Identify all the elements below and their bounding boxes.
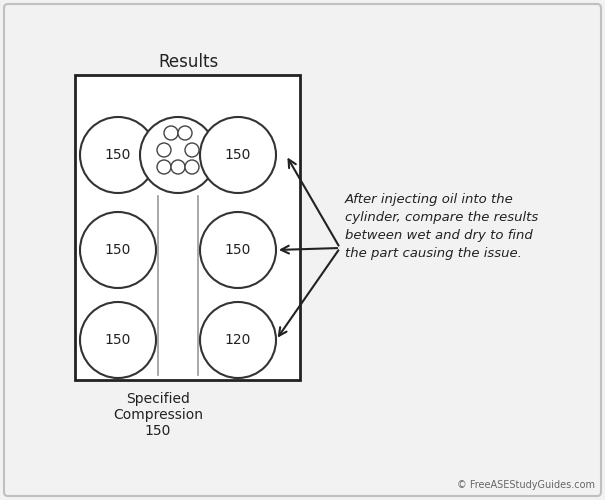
Text: 120: 120 [225, 333, 251, 347]
Circle shape [157, 160, 171, 174]
Text: cylinder, compare the results: cylinder, compare the results [345, 212, 538, 224]
Text: 150: 150 [145, 424, 171, 438]
Circle shape [80, 302, 156, 378]
Text: the part causing the issue.: the part causing the issue. [345, 248, 522, 260]
FancyBboxPatch shape [4, 4, 601, 496]
Circle shape [185, 143, 199, 157]
Circle shape [200, 117, 276, 193]
Circle shape [185, 160, 199, 174]
Circle shape [80, 117, 156, 193]
Circle shape [200, 302, 276, 378]
Text: After injecting oil into the: After injecting oil into the [345, 194, 514, 206]
Text: 150: 150 [105, 333, 131, 347]
Text: Compression: Compression [113, 408, 203, 422]
Text: 150: 150 [105, 243, 131, 257]
Circle shape [200, 212, 276, 288]
Text: 150: 150 [225, 148, 251, 162]
Text: 150: 150 [105, 148, 131, 162]
Circle shape [178, 126, 192, 140]
Circle shape [140, 117, 216, 193]
Circle shape [157, 143, 171, 157]
Circle shape [80, 212, 156, 288]
Text: 150: 150 [225, 243, 251, 257]
Text: Specified: Specified [126, 392, 190, 406]
Text: © FreeASEStudyGuides.com: © FreeASEStudyGuides.com [457, 480, 595, 490]
Circle shape [171, 160, 185, 174]
Bar [75, 75, 300, 380]
Circle shape [164, 126, 178, 140]
Text: Results: Results [158, 53, 218, 71]
Text: between wet and dry to find: between wet and dry to find [345, 230, 533, 242]
